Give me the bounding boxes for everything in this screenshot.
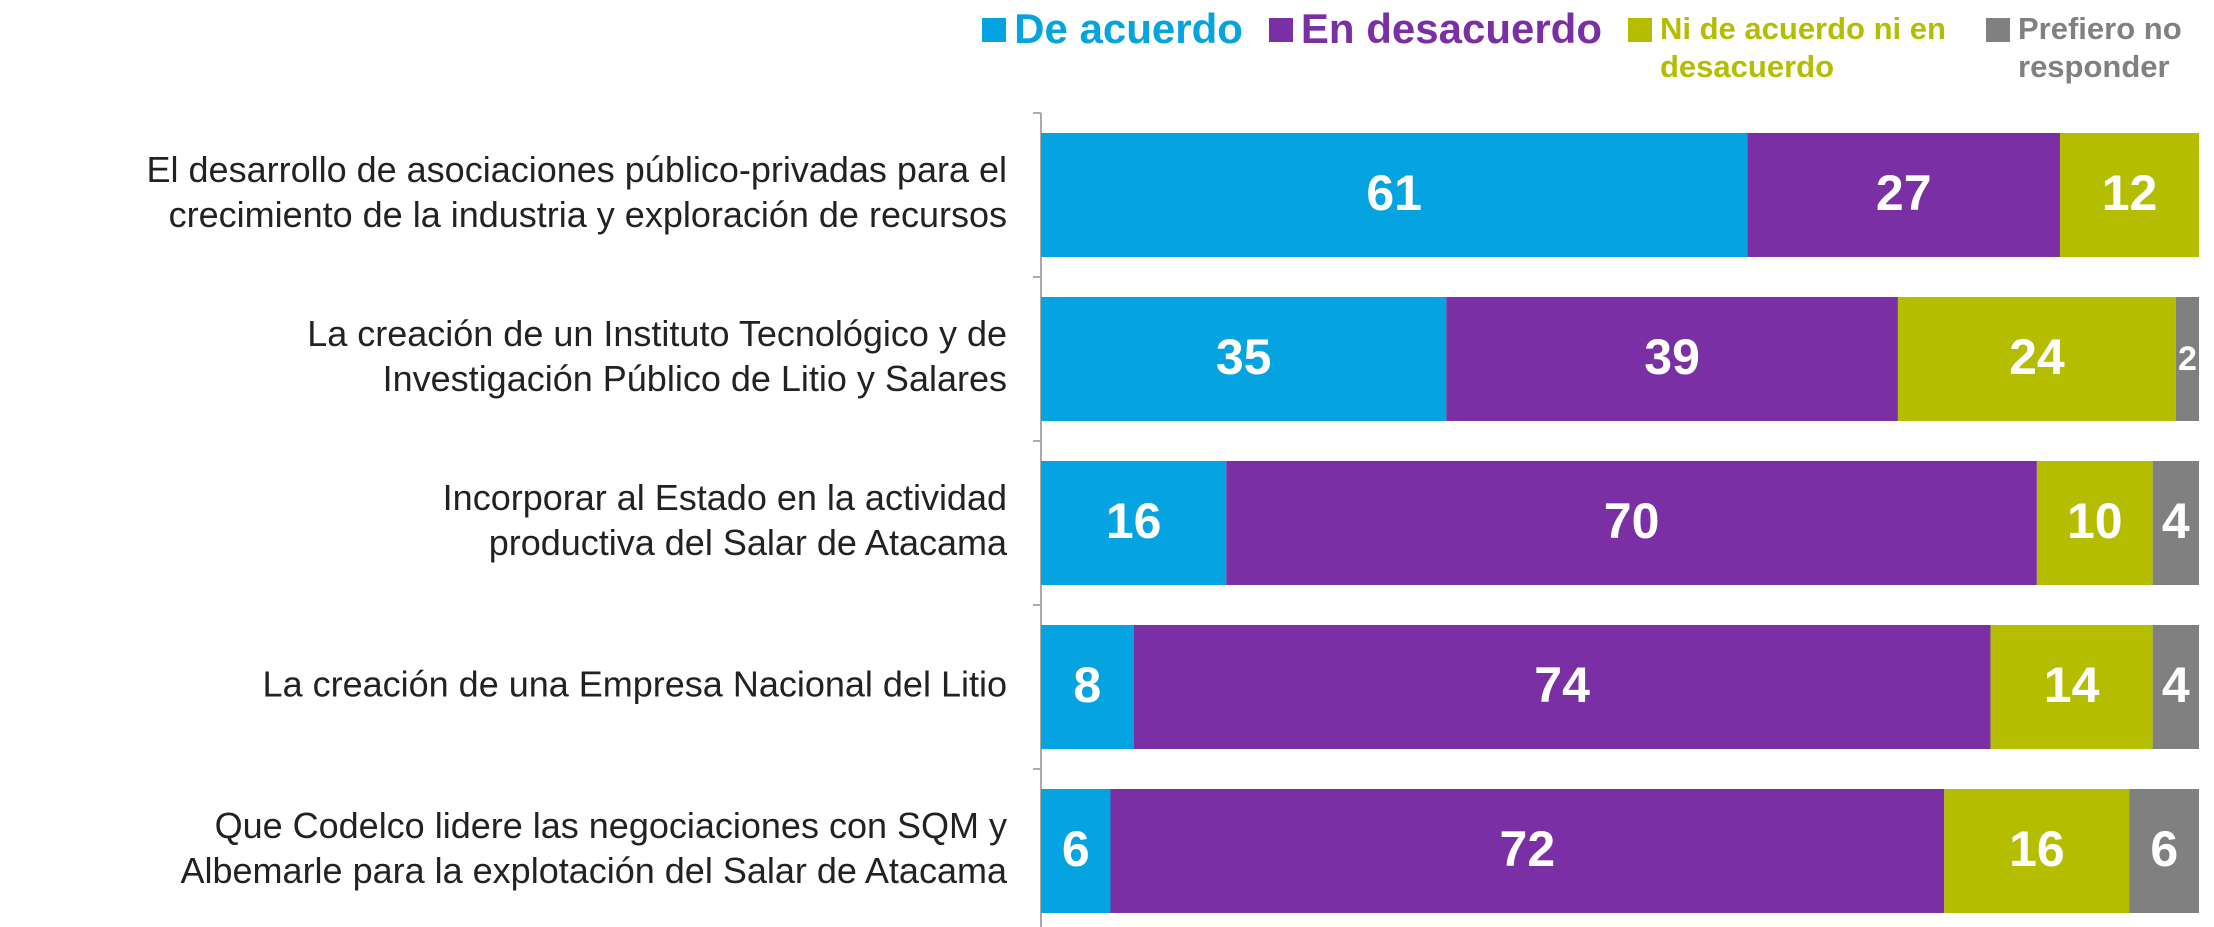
bar-segment [1041, 789, 1111, 913]
category-label: Albemarle para la explotación del Salar … [181, 850, 1008, 891]
bar-segment [1041, 297, 1447, 421]
bar-segment [1747, 133, 2061, 257]
legend-label: En desacuerdo [1300, 5, 1602, 52]
category-label: Que Codelco lidere las negociaciones con… [215, 805, 1007, 846]
category-label: crecimiento de la industria y exploració… [169, 194, 1007, 235]
bar-segment [1041, 133, 1748, 257]
legend-swatch [982, 18, 1007, 42]
bar-segment [1110, 789, 1945, 913]
value-label: 16 [1106, 493, 1162, 549]
bar-segment [2036, 461, 2153, 585]
value-label: 74 [1534, 657, 1590, 713]
category-label: El desarrollo de asociaciones público-pr… [147, 149, 1007, 190]
value-label: 10 [2067, 493, 2123, 549]
legend-item: De acuerdo [982, 4, 1243, 54]
legend-swatch [1986, 18, 2010, 42]
bar-segment [2060, 133, 2199, 257]
value-label: 2 [2178, 340, 2197, 378]
legend-label: Ni de acuerdo ni en desacuerdo [1660, 11, 1946, 84]
legend-swatch [1268, 18, 1293, 42]
value-label: 4 [2162, 493, 2190, 549]
category-label: La creación de una Empresa Nacional del … [263, 664, 1007, 705]
bar-segment [2129, 789, 2199, 913]
value-label: 27 [1876, 165, 1932, 221]
value-label: 35 [1216, 329, 1272, 385]
legend-label: Prefiero no responder [2018, 11, 2182, 84]
value-label: 6 [2150, 821, 2178, 877]
legend: De acuerdo En desacuerdo Ni de acuerdo ni … [982, 4, 2208, 86]
bar-segment [2175, 297, 2199, 421]
bar-segment [1990, 625, 2153, 749]
category-label: La creación de un Instituto Tecnológico … [307, 313, 1007, 354]
bar-segment [1041, 625, 1134, 749]
value-label: 14 [2044, 657, 2100, 713]
value-label: 6 [1062, 821, 1090, 877]
bar-segment [1133, 625, 1991, 749]
legend-swatch [1628, 18, 1652, 42]
category-label: productiva del Salar de Atacama [489, 522, 1008, 563]
value-label: 4 [2162, 657, 2190, 713]
bar-segment [2152, 461, 2199, 585]
bar-segment [1226, 461, 2037, 585]
value-label: 8 [1073, 657, 1101, 713]
value-label: 72 [1500, 821, 1556, 877]
value-label: 61 [1366, 165, 1422, 221]
value-label: 39 [1644, 329, 1700, 385]
value-label: 70 [1604, 493, 1660, 549]
value-label: 24 [2009, 329, 2065, 385]
bar-segment [1041, 461, 1227, 585]
bar-segment [1897, 297, 2176, 421]
legend-item: Prefiero no responder [1986, 10, 2208, 86]
bar-segment [2152, 625, 2199, 749]
bar-segment [1446, 297, 1898, 421]
value-label: 12 [2102, 165, 2158, 221]
category-label: Investigación Público de Litio y Salares [383, 358, 1007, 399]
value-label: 16 [2009, 821, 2065, 877]
category-label: Incorporar al Estado en la actividad [443, 477, 1007, 518]
bar-segment [1944, 789, 2130, 913]
legend-item: En desacuerdo [1268, 4, 1602, 54]
legend-item: Ni de acuerdo ni en desacuerdo [1628, 10, 1960, 86]
legend-label: De acuerdo [1014, 5, 1243, 52]
